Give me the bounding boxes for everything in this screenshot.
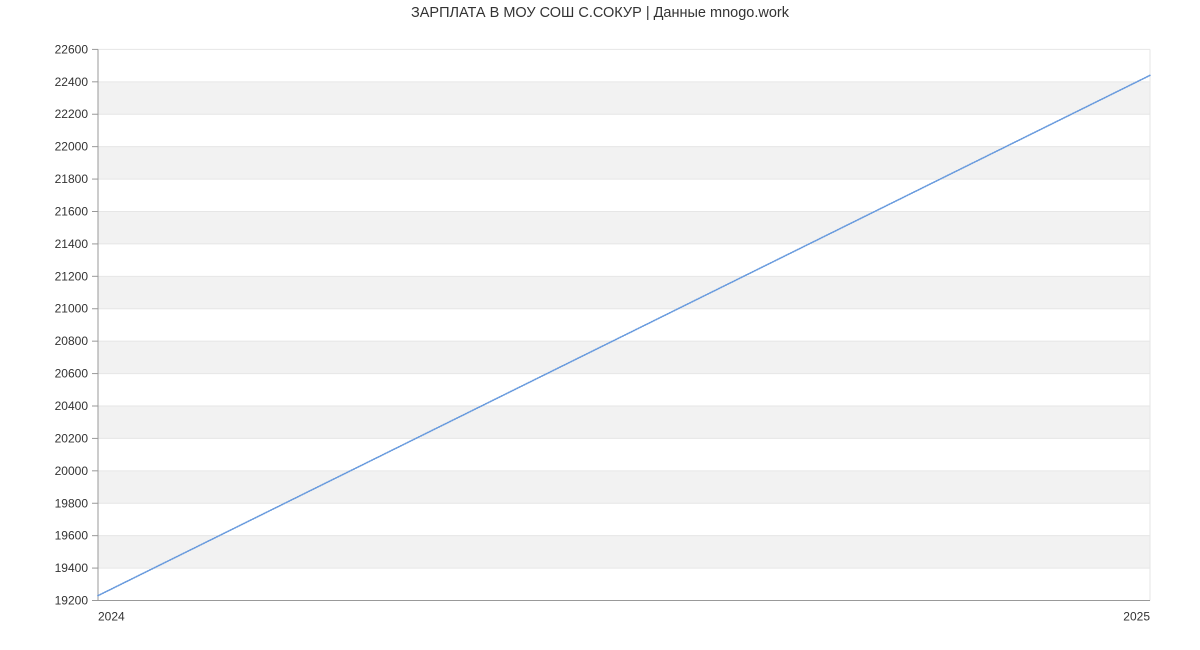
svg-text:20600: 20600 — [55, 367, 89, 381]
svg-text:21400: 21400 — [55, 237, 89, 251]
svg-text:21200: 21200 — [55, 269, 89, 283]
svg-text:22600: 22600 — [55, 42, 89, 56]
svg-text:20000: 20000 — [55, 464, 89, 478]
svg-text:19200: 19200 — [55, 594, 89, 608]
svg-text:21000: 21000 — [55, 302, 89, 316]
svg-text:19800: 19800 — [55, 496, 89, 510]
svg-text:19600: 19600 — [55, 529, 89, 543]
svg-text:19400: 19400 — [55, 561, 89, 575]
svg-text:20400: 20400 — [55, 399, 89, 413]
svg-text:22000: 22000 — [55, 140, 89, 154]
svg-text:20800: 20800 — [55, 334, 89, 348]
svg-text:21600: 21600 — [55, 204, 89, 218]
svg-text:20200: 20200 — [55, 431, 89, 445]
svg-text:22400: 22400 — [55, 75, 89, 89]
svg-text:21800: 21800 — [55, 172, 89, 186]
svg-text:2024: 2024 — [98, 610, 125, 624]
svg-text:22200: 22200 — [55, 107, 89, 121]
svg-text:2025: 2025 — [1123, 610, 1150, 624]
